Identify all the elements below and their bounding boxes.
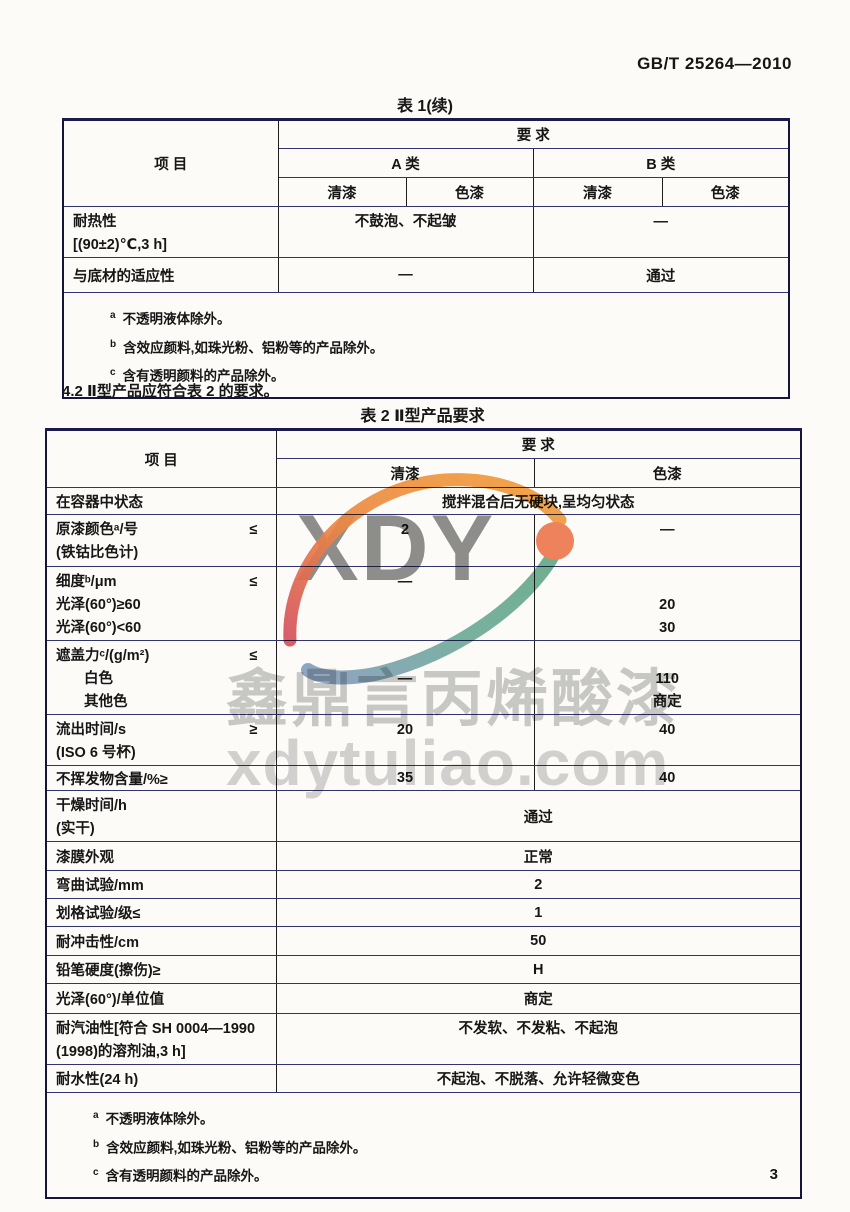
table2-row-value-se: 110 商定 xyxy=(533,640,802,715)
section-heading-4-2: 4.2 Ⅱ型产品应符合表 2 的要求。 xyxy=(62,383,279,400)
table2-row-value-se: 40 xyxy=(533,765,802,791)
page-number: 3 xyxy=(769,1166,778,1183)
footnote: c 含有透明颜料的产品除外。 xyxy=(93,1167,268,1184)
table2-row-value-se: 20 30 xyxy=(533,566,802,641)
table1-row: 与底材的适应性 — 通过 xyxy=(62,257,790,293)
table2-row-value-qing: — xyxy=(275,640,535,715)
table2-row-value-se: — xyxy=(533,514,802,567)
table2: 项 目 要 求 清漆 色漆 在容器中状态 搅拌混合后无硬块,呈均匀状态 原漆颜色… xyxy=(45,428,802,1199)
table2-row-value: 50 xyxy=(275,926,802,956)
table2-row-value: 搅拌混合后无硬块,呈均匀状态 xyxy=(275,487,802,515)
table1-header-class-a: A 类 xyxy=(277,148,534,178)
table1-subheader: 清漆 xyxy=(532,177,663,207)
table2-row-label: 耐汽油性[符合 SH 0004—1990 (1998)的溶剂油,3 h] xyxy=(45,1013,277,1065)
table2-row: 原漆颜色ᵃ/号 ≤ (铁钴比色计) 2 — xyxy=(45,514,802,567)
table2-row-label: 耐冲击性/cm xyxy=(45,926,277,956)
table2-subheader-qing: 清漆 xyxy=(275,458,535,488)
table2-row: 耐冲击性/cm 50 xyxy=(45,926,802,956)
table2-row-value: H xyxy=(275,955,802,984)
footnote: a 不透明液体除外。 xyxy=(110,310,231,327)
table2-row: 铅笔硬度(擦伤)≥ H xyxy=(45,955,802,984)
table2-row-value-qing: 2 xyxy=(275,514,535,567)
table2-header-requirement: 要 求 xyxy=(275,429,802,459)
footnote: b 含效应颜料,如珠光粉、铝粉等的产品除外。 xyxy=(93,1138,367,1156)
table2-row-label: 细度ᵇ/μm ≤ 光泽(60°)≥60 光泽(60°)<60 xyxy=(45,566,277,641)
table2-row-label: 遮盖力ᶜ/(g/m²) ≤ 白色 其他色 xyxy=(45,640,277,715)
table1-row-value-a: 不鼓泡、不起皱 xyxy=(277,206,534,258)
document-code: GB/T 25264—2010 xyxy=(637,54,792,73)
table1-row: 耐热性 [(90±2)℃,3 h] 不鼓泡、不起皱 — xyxy=(62,206,790,258)
table2-row-label: 光泽(60°)/单位值 xyxy=(45,983,277,1014)
table2-row-label: 不挥发物含量/%≥ xyxy=(45,765,277,791)
table2-row-value: 通过 xyxy=(275,790,802,842)
table1-row-label: 与底材的适应性 xyxy=(62,257,279,293)
table1-row-value-b: 通过 xyxy=(532,257,790,293)
table2-row-value: 正常 xyxy=(275,841,802,871)
table2-row-label: 干燥时间/h (实干) xyxy=(45,790,277,842)
table2-row: 干燥时间/h (实干) 通过 xyxy=(45,790,802,842)
footnote: b 含效应颜料,如珠光粉、铝粉等的产品除外。 xyxy=(110,338,384,356)
table2-row-value: 不发软、不发粘、不起泡 xyxy=(275,1013,802,1065)
table2-row-value-se: 40 xyxy=(533,714,802,766)
table2-row: 细度ᵇ/μm ≤ 光泽(60°)≥60 光泽(60°)<60 — 20 30 xyxy=(45,566,802,641)
table2-row: 流出时间/s ≥ (ISO 6 号杯) 20 40 xyxy=(45,714,802,766)
table2-caption: 表 2 Ⅱ型产品要求 xyxy=(360,408,485,425)
table2-row: 在容器中状态 搅拌混合后无硬块,呈均匀状态 xyxy=(45,487,802,515)
footnote: c 含有透明颜料的产品除外。 xyxy=(110,367,285,384)
table2-row-label: 耐水性(24 h) xyxy=(45,1064,277,1093)
table2-row: 光泽(60°)/单位值 商定 xyxy=(45,983,802,1014)
table1-header-requirement: 要 求 xyxy=(277,119,790,149)
table2-row: 弯曲试验/mm 2 xyxy=(45,870,802,899)
footnote: a 不透明液体除外。 xyxy=(93,1110,214,1127)
table2-row-value-qing: 35 xyxy=(275,765,535,791)
table1-row-value-b: — xyxy=(532,206,790,258)
table2-row: 耐水性(24 h) 不起泡、不脱落、允许轻微变色 xyxy=(45,1064,802,1093)
table1-header-class-b: B 类 xyxy=(532,148,790,178)
table2-row-label: 划格试验/级≤ xyxy=(45,898,277,927)
table2-row: 耐汽油性[符合 SH 0004—1990 (1998)的溶剂油,3 h] 不发软… xyxy=(45,1013,802,1065)
table2-row-value: 不起泡、不脱落、允许轻微变色 xyxy=(275,1064,802,1093)
table1-subheader: 清漆 xyxy=(277,177,407,207)
table1-footnotes: a 不透明液体除外。 b 含效应颜料,如珠光粉、铝粉等的产品除外。 c 含有透明颜料的… xyxy=(62,292,790,398)
table1-row-label: 耐热性 [(90±2)℃,3 h] xyxy=(62,206,279,258)
table2-row-label: 流出时间/s ≥ (ISO 6 号杯) xyxy=(45,714,277,766)
table2-row-value: 商定 xyxy=(275,983,802,1014)
table2-row: 漆膜外观 正常 xyxy=(45,841,802,871)
table2-row-label: 铅笔硬度(擦伤)≥ xyxy=(45,955,277,984)
table1-subheader: 色漆 xyxy=(405,177,534,207)
table2-row: 划格试验/级≤ 1 xyxy=(45,898,802,927)
table1-caption: 表 1(续) xyxy=(396,98,453,115)
table2-header-item: 项 目 xyxy=(45,429,277,488)
table2-row-label: 弯曲试验/mm xyxy=(45,870,277,899)
table2-row-label: 原漆颜色ᵃ/号 ≤ (铁钴比色计) xyxy=(45,514,277,567)
table2-row-value-qing: — xyxy=(275,566,535,641)
table2-footnotes: a 不透明液体除外。 b 含效应颜料,如珠光粉、铝粉等的产品除外。 c 含有透明颜料的… xyxy=(45,1092,802,1198)
table1-row-value-a: — xyxy=(277,257,534,293)
table2-row: 不挥发物含量/%≥ 35 40 xyxy=(45,765,802,791)
table2-row: 遮盖力ᶜ/(g/m²) ≤ 白色 其他色 — 110 商定 xyxy=(45,640,802,715)
table2-row-value: 1 xyxy=(275,898,802,927)
table1: 项 目 要 求 A 类 B 类 清漆 色漆 清漆 色漆 耐热性 [(90±2)℃… xyxy=(62,118,791,399)
table2-row-label: 漆膜外观 xyxy=(45,841,277,871)
table2-row-value: 2 xyxy=(275,870,802,899)
table2-subheader-se: 色漆 xyxy=(533,458,802,488)
table1-header-item: 项 目 xyxy=(62,119,279,207)
table2-row-label: 在容器中状态 xyxy=(45,487,277,515)
table1-subheader: 色漆 xyxy=(661,177,790,207)
table2-row-value-qing: 20 xyxy=(275,714,535,766)
